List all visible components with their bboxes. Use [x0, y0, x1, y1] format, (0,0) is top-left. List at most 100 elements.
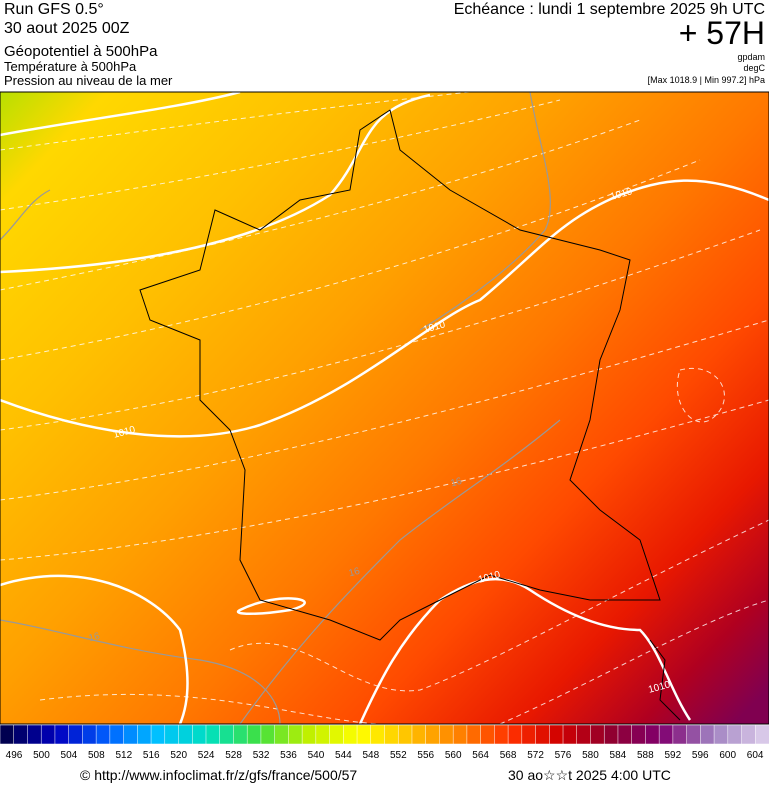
- color-swatch: [549, 724, 564, 745]
- color-scale-label: 568: [500, 750, 517, 761]
- color-swatch: [205, 724, 221, 745]
- color-scale-label: 584: [610, 750, 627, 761]
- color-swatch: [40, 724, 56, 745]
- color-swatch: [301, 724, 317, 745]
- color-swatch: [246, 724, 262, 745]
- color-swatch: [672, 724, 688, 745]
- color-swatch: [713, 724, 729, 745]
- color-swatch: [755, 724, 769, 745]
- unit-degc: degC: [743, 63, 765, 73]
- color-swatch: [397, 724, 413, 745]
- color-swatch: [535, 724, 551, 745]
- contour-label: 16: [450, 476, 464, 490]
- color-scale-label: 540: [308, 750, 325, 761]
- color-scale-label: 576: [555, 750, 572, 761]
- lead-time: + 57H: [679, 15, 765, 51]
- color-scale-label: 604: [747, 750, 764, 761]
- color-swatch: [315, 724, 331, 745]
- color-swatch: [123, 724, 139, 745]
- color-swatch: [68, 724, 84, 745]
- color-scale-label: 496: [6, 750, 23, 761]
- contour-label: 16: [88, 631, 102, 645]
- isotherms: [0, 91, 769, 725]
- color-swatch: [27, 724, 42, 745]
- color-swatch: [439, 724, 454, 745]
- color-swatch: [700, 724, 715, 745]
- color-scale-label: 600: [719, 750, 736, 761]
- color-swatch: [288, 724, 303, 745]
- color-scale-label: 552: [390, 750, 407, 761]
- color-swatch: [645, 724, 660, 745]
- color-scale-label: 556: [417, 750, 434, 761]
- color-swatch: [590, 724, 605, 745]
- color-swatch: [150, 724, 166, 745]
- color-swatch: [658, 724, 674, 745]
- color-swatch: [233, 724, 248, 745]
- color-swatch: [507, 724, 523, 745]
- color-scale-label: 560: [445, 750, 462, 761]
- color-scale-label: 588: [637, 750, 654, 761]
- color-swatch: [95, 724, 111, 745]
- valid-time: Echéance : lundi 1 septembre 2025 9h UTC: [454, 1, 765, 18]
- footer-time: 30 ao☆☆t 2025 4:00 UTC: [508, 767, 671, 783]
- corsica-outline: [649, 639, 681, 721]
- color-swatch: [343, 724, 358, 745]
- color-swatch: [370, 724, 386, 745]
- color-scale-label: 564: [472, 750, 489, 761]
- color-swatch: [741, 724, 757, 745]
- color-swatch: [164, 724, 180, 745]
- map-frame: [0, 91, 769, 725]
- color-swatch: [356, 724, 372, 745]
- color-swatch: [452, 724, 468, 745]
- color-scale-label: 596: [692, 750, 709, 761]
- color-swatch: [631, 724, 647, 745]
- color-swatch: [384, 724, 399, 745]
- color-swatch: [466, 724, 482, 745]
- run-title: Run GFS 0.5°: [4, 1, 104, 18]
- color-swatch: [494, 724, 509, 745]
- run-date: 30 aout 2025 00Z: [4, 20, 130, 37]
- france-outline: [139, 109, 661, 641]
- color-swatch: [109, 724, 125, 745]
- color-swatch: [329, 724, 345, 745]
- color-scale-label: 508: [88, 750, 105, 761]
- color-swatch: [0, 724, 15, 745]
- color-scale-label: 544: [335, 750, 352, 761]
- color-swatch: [274, 724, 290, 745]
- color-swatch: [260, 724, 276, 745]
- pressure-range: [Max 1018.9 | Min 997.2] hPa: [648, 75, 765, 85]
- color-scale-label: 500: [33, 750, 50, 761]
- color-swatch: [192, 724, 207, 745]
- color-swatch: [54, 724, 70, 745]
- temperature-field: [0, 92, 769, 724]
- color-scale-label: 528: [225, 750, 242, 761]
- color-scale-label: 580: [582, 750, 599, 761]
- color-scale-label: 520: [170, 750, 187, 761]
- footer-url: © http://www.infoclimat.fr/z/gfs/france/…: [80, 767, 357, 783]
- color-swatch: [617, 724, 633, 745]
- field-2: Température à 500hPa: [4, 59, 137, 74]
- color-scale-label: 532: [253, 750, 270, 761]
- color-swatch: [480, 724, 496, 745]
- color-swatch: [13, 724, 29, 745]
- color-scale-label: 572: [527, 750, 544, 761]
- color-swatch: [178, 724, 193, 745]
- color-swatch: [219, 724, 235, 745]
- color-scale-label: 548: [363, 750, 380, 761]
- color-swatch: [727, 724, 743, 745]
- color-scale-label: 536: [280, 750, 297, 761]
- color-swatch: [576, 724, 592, 745]
- unit-gpdam: gpdam: [737, 52, 765, 62]
- color-swatch: [521, 724, 537, 745]
- contour-label: 16: [348, 566, 362, 580]
- color-scale-label: 516: [143, 750, 160, 761]
- color-scale-label: 524: [198, 750, 215, 761]
- color-swatch: [82, 724, 97, 745]
- color-scale-label: 504: [61, 750, 78, 761]
- color-scale-label: 512: [115, 750, 132, 761]
- color-swatch: [686, 724, 702, 745]
- field-1: Géopotentiel à 500hPa: [4, 43, 158, 60]
- color-swatch: [425, 724, 441, 745]
